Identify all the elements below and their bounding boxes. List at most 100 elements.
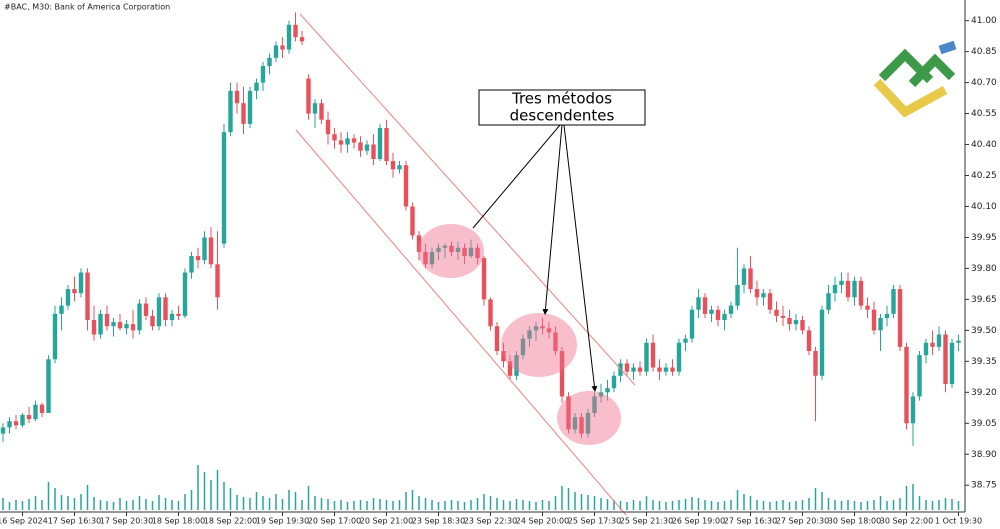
candle-body xyxy=(956,340,961,343)
candle-body xyxy=(13,421,19,426)
candle-body xyxy=(267,57,272,67)
candle-body xyxy=(540,326,545,329)
candle-body xyxy=(819,309,825,376)
candle-body xyxy=(780,315,786,318)
candle-body xyxy=(182,272,188,316)
candle-body xyxy=(228,90,233,133)
candle-body xyxy=(403,165,409,207)
candle-body xyxy=(33,404,38,420)
candle-body xyxy=(644,342,649,372)
candle-body xyxy=(806,330,812,352)
x-tick-label: 23 Sep 18:30 xyxy=(412,517,465,526)
candle-body xyxy=(150,315,155,327)
plot-area xyxy=(0,12,961,510)
candle-body xyxy=(722,313,727,321)
candle-body xyxy=(91,320,97,335)
candle-body xyxy=(748,268,753,290)
candle-body xyxy=(514,355,519,376)
y-tick-label: 40.40 xyxy=(971,140,997,150)
candle-body xyxy=(650,342,656,368)
candle-body xyxy=(676,342,682,372)
candle-body xyxy=(338,140,344,145)
candle-body xyxy=(709,309,714,314)
candle-body xyxy=(429,251,435,265)
y-tick-label: 40.10 xyxy=(971,202,997,212)
y-tick-label: 38.90 xyxy=(971,450,997,460)
candle-body xyxy=(52,313,58,360)
candle-body xyxy=(221,132,227,244)
candle-body xyxy=(585,412,591,434)
candle-body xyxy=(845,280,851,298)
candle-body xyxy=(702,297,708,314)
candle-body xyxy=(481,258,487,300)
candle-body xyxy=(371,144,376,159)
candle-body xyxy=(247,90,253,124)
candle-body xyxy=(442,245,448,248)
x-tick-label: 20 Sep 17:00 xyxy=(308,517,361,526)
candle-body xyxy=(767,293,773,310)
candle-body xyxy=(839,280,844,285)
candle-body xyxy=(449,245,454,252)
candle-body xyxy=(943,334,948,385)
candle-body xyxy=(130,324,136,331)
candle-body xyxy=(78,272,84,294)
candle-body xyxy=(234,90,240,104)
candle-body xyxy=(923,342,929,356)
candle-body xyxy=(39,404,45,413)
candle-body xyxy=(878,317,883,331)
x-tick-label: 26 Sep 19:00 xyxy=(672,517,725,526)
candle-body xyxy=(65,289,71,306)
candle-body xyxy=(280,45,285,50)
candle-body xyxy=(689,309,695,339)
candle-body xyxy=(332,134,337,141)
candle-body xyxy=(319,103,324,120)
candle-body xyxy=(286,24,292,50)
candle-body xyxy=(260,66,266,83)
callout-box xyxy=(478,89,646,126)
candle-body xyxy=(215,264,220,298)
candle-body xyxy=(728,305,734,314)
candle-body xyxy=(7,421,12,428)
candle-body xyxy=(832,284,838,294)
y-tick-label: 41.00 xyxy=(971,16,997,26)
candle-body xyxy=(20,415,25,426)
x-tick-label: 18 Sep 18:00 xyxy=(152,517,205,526)
highlight xyxy=(418,224,484,278)
candle-body xyxy=(754,289,760,298)
y-tick-label: 39.50 xyxy=(971,326,997,336)
candle-body xyxy=(624,363,630,372)
candle-body xyxy=(137,303,142,331)
candle-body xyxy=(273,45,279,58)
candle-body xyxy=(741,268,747,285)
logo xyxy=(873,40,957,118)
candle-body xyxy=(546,328,552,333)
callout-arrow xyxy=(542,124,563,315)
candle-body xyxy=(761,293,766,298)
callout-arrow xyxy=(563,124,598,392)
candle-body xyxy=(423,251,428,265)
candle-body xyxy=(520,338,526,356)
candle-body xyxy=(572,417,578,430)
x-tick-label: 16 Sep 2024 xyxy=(0,517,48,526)
candle-body xyxy=(488,299,493,327)
candle-body xyxy=(735,284,740,306)
candle-body xyxy=(715,309,721,321)
y-tick-label: 39.95 xyxy=(971,233,997,243)
y-tick-label: 40.85 xyxy=(971,47,997,57)
candle-body xyxy=(897,289,903,347)
candle-body xyxy=(631,367,636,372)
candle-body xyxy=(598,392,604,397)
candle-body xyxy=(254,82,259,91)
channel-upper xyxy=(299,13,636,386)
x-tick-label: 25 Sep 17:30 xyxy=(568,517,621,526)
x-tick-label: 23 Sep 22:30 xyxy=(464,517,517,526)
candle-body xyxy=(663,367,669,372)
candle-body xyxy=(637,367,643,372)
callout-line xyxy=(472,124,561,229)
candle-body xyxy=(787,317,792,325)
candle-body xyxy=(800,320,805,331)
y-tick-label: 39.80 xyxy=(971,264,997,274)
x-tick-label: 30 Sep 22:00 xyxy=(880,517,933,526)
candle-body xyxy=(98,313,103,335)
candle-body xyxy=(884,313,890,318)
